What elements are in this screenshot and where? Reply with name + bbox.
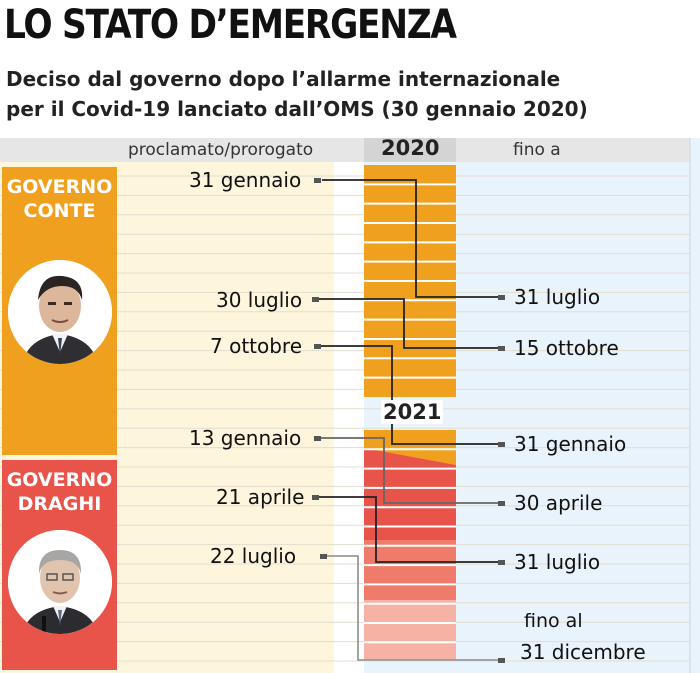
government-conte-label: GOVERNO CONTE [6,176,113,222]
final-note-label: fino al [524,610,583,632]
connector-dot [314,436,321,441]
connector-dot [498,295,505,300]
connector-dot [320,554,327,559]
page-title: LO STATO D’EMERGENZA [4,2,457,48]
until-label-3: 31 gennaio [514,432,627,456]
connector-dot [314,344,321,349]
connector-dot [498,442,505,447]
until-label-2: 15 ottobre [514,336,619,360]
proclaimed-label-3: 7 ottobre [210,334,303,358]
until-label-1: 31 luglio [514,285,601,309]
proclaimed-label-5: 21 aprile [216,485,305,509]
government-conte-block: GOVERNO CONTE [2,167,117,455]
connector-dot [498,346,505,351]
header-proclaimed: proclamato/prorogato [128,140,314,160]
proclaimed-label-1: 31 gennaio [189,168,302,192]
connector-dot [498,658,505,663]
subtitle-line-1: Deciso dal governo dopo l’allarme intern… [6,67,561,91]
proclaimed-label-6: 22 luglio [210,544,297,568]
connector-dot [498,501,505,506]
proclaimed-label-2: 30 luglio [216,288,303,312]
government-draghi-block: GOVERNO DRAGHI [2,460,117,670]
connector-dot [314,178,321,183]
government-draghi-label: GOVERNO DRAGHI [6,469,113,515]
subtitle-line-2: per il Covid-19 lanciato dall’OMS (30 ge… [6,97,588,121]
proclaimed-label-4: 13 gennaio [189,426,302,450]
header-year-2020: 2020 [381,136,440,160]
draghi-portrait-icon [8,530,112,634]
conte-portrait-icon [8,260,112,364]
until-label-5: 31 luglio [514,550,601,574]
header-until: fino a [513,140,561,160]
until-label-6: 31 dicembre [520,640,646,664]
connector-dot [498,560,505,565]
connector-dot [312,297,319,302]
year-2021-label: 2021 [381,400,444,424]
connector-dot [312,495,319,500]
until-label-4: 30 aprile [514,491,603,515]
